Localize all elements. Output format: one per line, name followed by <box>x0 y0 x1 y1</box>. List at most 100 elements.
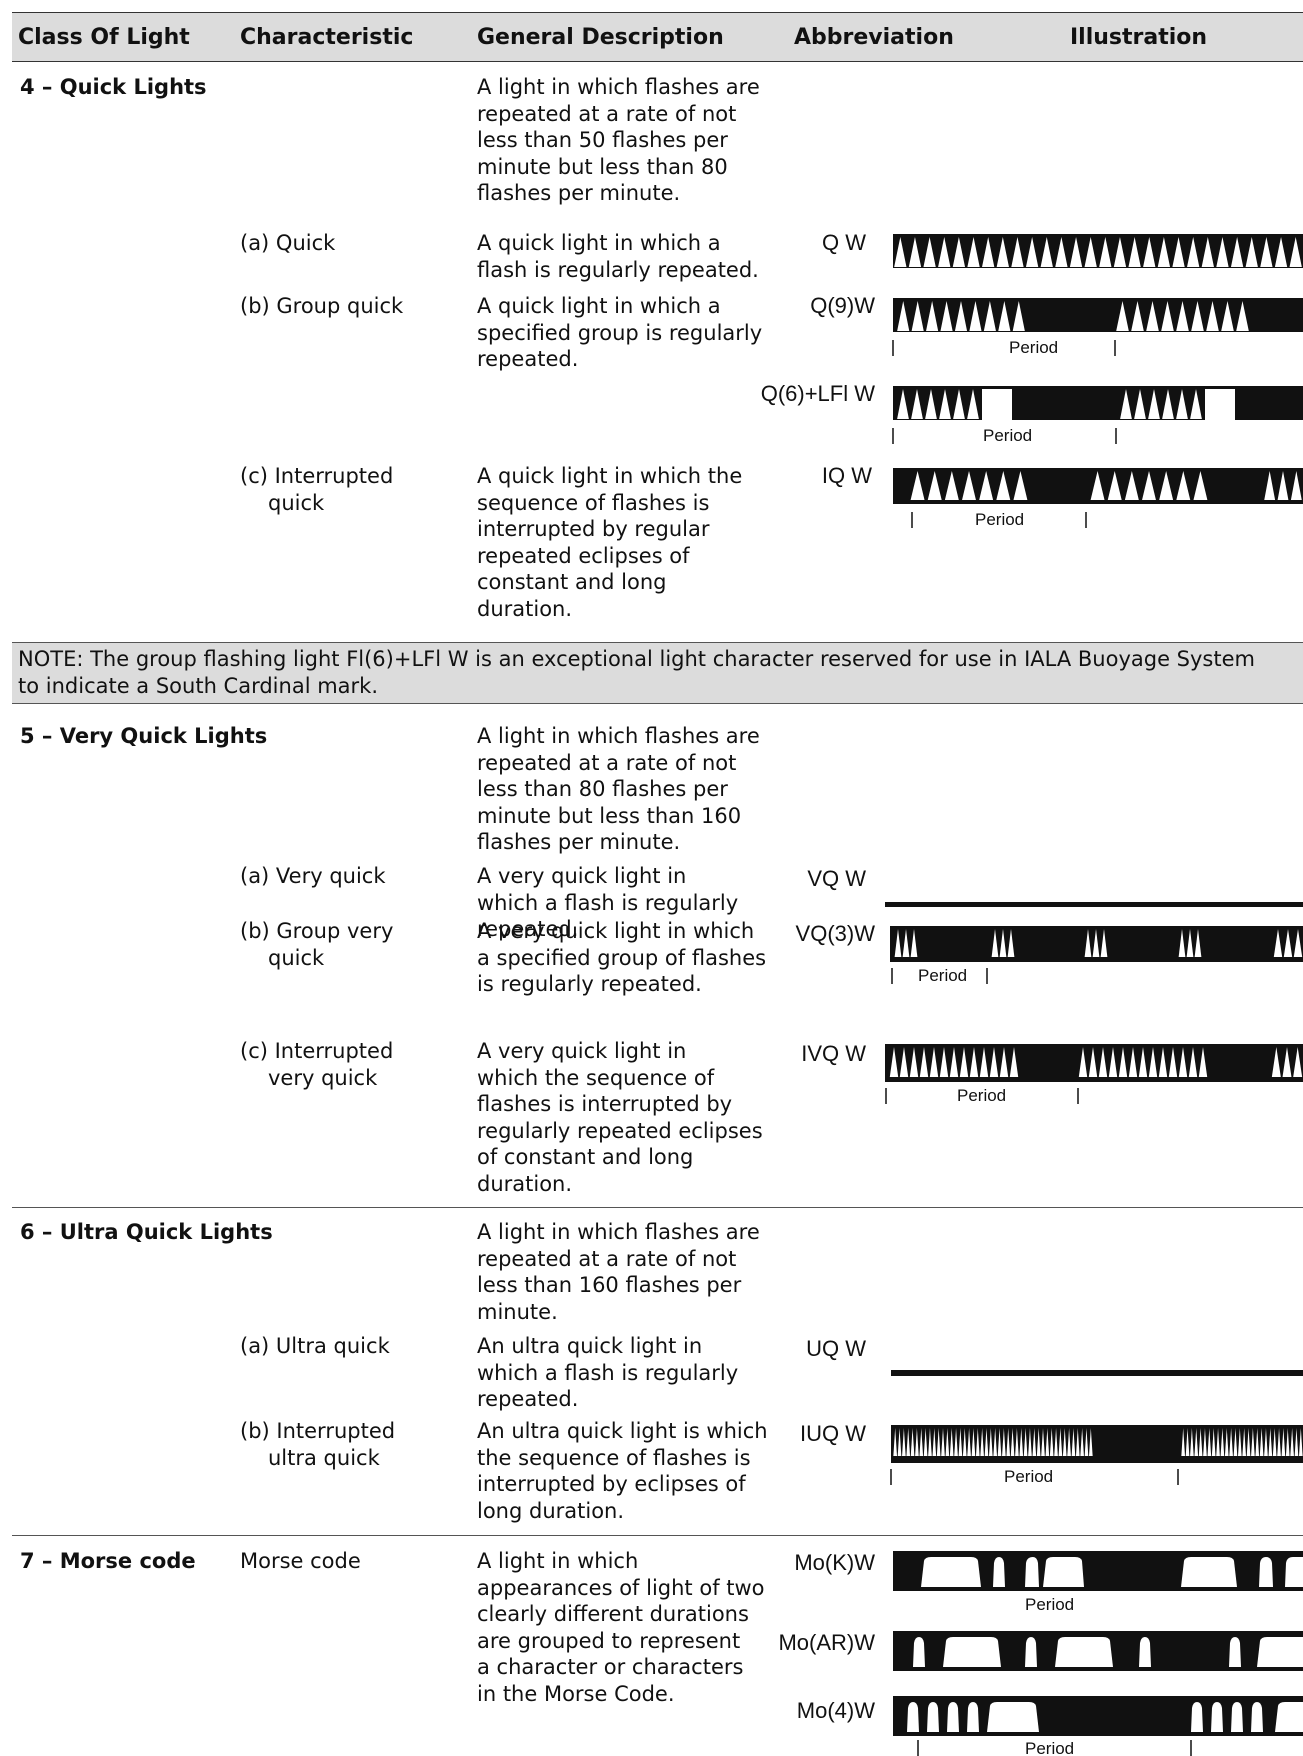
flash-mark <box>912 873 921 901</box>
flash-mark <box>1281 1428 1286 1456</box>
flash-mark <box>1015 1428 1019 1456</box>
flash-mark <box>1208 1341 1213 1368</box>
flash-mark <box>1194 929 1202 957</box>
flash-mark <box>1084 1341 1089 1368</box>
flash-mark <box>1277 1428 1281 1456</box>
flash-mark <box>1225 1341 1229 1368</box>
char-group-quick: (b) Group quick <box>240 294 404 318</box>
flash-mark <box>953 1341 957 1368</box>
flash-mark <box>961 1341 965 1368</box>
flash-mark <box>1231 873 1239 901</box>
flash-mark <box>1171 1341 1175 1368</box>
flash-mark <box>1194 873 1203 901</box>
flash-mark <box>998 301 1011 331</box>
flash-mark <box>1290 1428 1294 1456</box>
flash-mark <box>1198 1428 1203 1456</box>
note-box: NOTE: The group flashing light Fl(6)+LFl… <box>12 642 1303 704</box>
abbr-group-quick-long: Q(6)+LFl W <box>760 381 875 406</box>
flash-mark <box>996 237 1009 267</box>
flash-mark <box>1183 1341 1188 1368</box>
char-ultra-quick: (a) Ultra quick <box>240 1334 390 1358</box>
flash-mark <box>1090 471 1105 501</box>
flash-mark <box>1285 873 1294 901</box>
flash-mark <box>1186 929 1194 957</box>
flash-mark <box>1196 1341 1200 1368</box>
flash-mark <box>931 873 939 901</box>
flash-mark <box>1080 1341 1085 1368</box>
illustration-morse-4: Period <box>893 1696 1303 1756</box>
flash-mark <box>1078 1047 1088 1077</box>
flash-mark <box>911 389 923 419</box>
flash-mark <box>1176 873 1185 901</box>
flash-mark <box>932 1341 936 1368</box>
flash-mark <box>1233 1341 1237 1368</box>
flash-mark <box>1023 1341 1027 1368</box>
flash-mark <box>1019 1341 1023 1368</box>
flash-mark <box>1121 873 1130 901</box>
flash-mark <box>1298 1428 1303 1456</box>
flash-mark <box>980 1428 984 1456</box>
flash-mark <box>1187 1341 1192 1368</box>
flash-mark <box>1200 1341 1204 1368</box>
period-label: Period <box>1025 1739 1074 1756</box>
flash-mark <box>897 301 910 331</box>
flash-mark <box>1023 1428 1028 1456</box>
flash-mark <box>1190 389 1202 419</box>
flash-mark <box>1294 873 1303 901</box>
flash-mark <box>923 237 936 267</box>
flash-mark <box>945 1428 950 1456</box>
flash-mark <box>1069 237 1083 267</box>
flash-mark <box>1058 873 1067 901</box>
flash-mark <box>1047 1341 1052 1368</box>
flash-mark <box>1161 301 1174 331</box>
flash-mark <box>1274 1341 1278 1368</box>
flash-mark <box>1299 1341 1303 1368</box>
flash-mark <box>991 929 999 957</box>
flash-mark <box>1181 1428 1186 1456</box>
flash-mark <box>975 1428 980 1456</box>
flash-mark <box>1293 1047 1303 1077</box>
col-illustration: Illustration <box>1070 25 1208 50</box>
flash-mark <box>1080 1428 1084 1456</box>
flash-mark <box>969 1047 979 1077</box>
flash-mark <box>1286 1341 1291 1368</box>
illustration-group-quick-long-flash: Period <box>892 386 1303 445</box>
flash-mark <box>916 1341 920 1368</box>
flash-mark <box>1190 1428 1194 1456</box>
flash-mark <box>895 1341 899 1368</box>
flash-mark <box>1198 1047 1208 1077</box>
flash-mark <box>1138 1047 1148 1077</box>
flash-mark <box>1141 471 1157 501</box>
flash-mark <box>929 1047 939 1077</box>
flash-mark <box>1011 237 1024 267</box>
flash-mark <box>1032 1428 1037 1456</box>
flash-mark <box>1150 1341 1155 1368</box>
flash-mark <box>1264 1428 1268 1456</box>
flash-mark <box>1126 1341 1130 1368</box>
flash-mark <box>967 1428 971 1456</box>
flash-mark <box>1191 301 1204 331</box>
flash-mark <box>954 1428 958 1456</box>
flash-mark <box>1204 1341 1208 1368</box>
period-label: Period <box>1004 1467 1053 1486</box>
flash-mark <box>1240 873 1248 901</box>
flash-mark <box>925 389 937 419</box>
flash-mark <box>965 1341 969 1368</box>
flash-mark <box>958 873 967 901</box>
flash-mark <box>1067 873 1076 901</box>
abbr-quick: Q W <box>822 230 866 255</box>
abbr-group-very-quick: VQ(3)W <box>795 921 875 946</box>
flash-mark <box>1003 873 1012 901</box>
flash-mark <box>903 1341 908 1368</box>
flash-mark <box>894 237 907 267</box>
flash-mark <box>1272 1428 1277 1456</box>
flash-mark <box>936 1341 941 1368</box>
flash-mark <box>1094 873 1103 901</box>
flash-mark <box>1237 1341 1241 1368</box>
flash-mark <box>1233 1428 1238 1456</box>
flash-mark <box>1224 1428 1229 1456</box>
flash-mark <box>1290 1341 1295 1368</box>
flash-mark <box>994 873 1003 901</box>
section-title-morse: 7 – Morse code <box>20 1549 196 1573</box>
illustration-very-quick <box>885 873 1303 907</box>
